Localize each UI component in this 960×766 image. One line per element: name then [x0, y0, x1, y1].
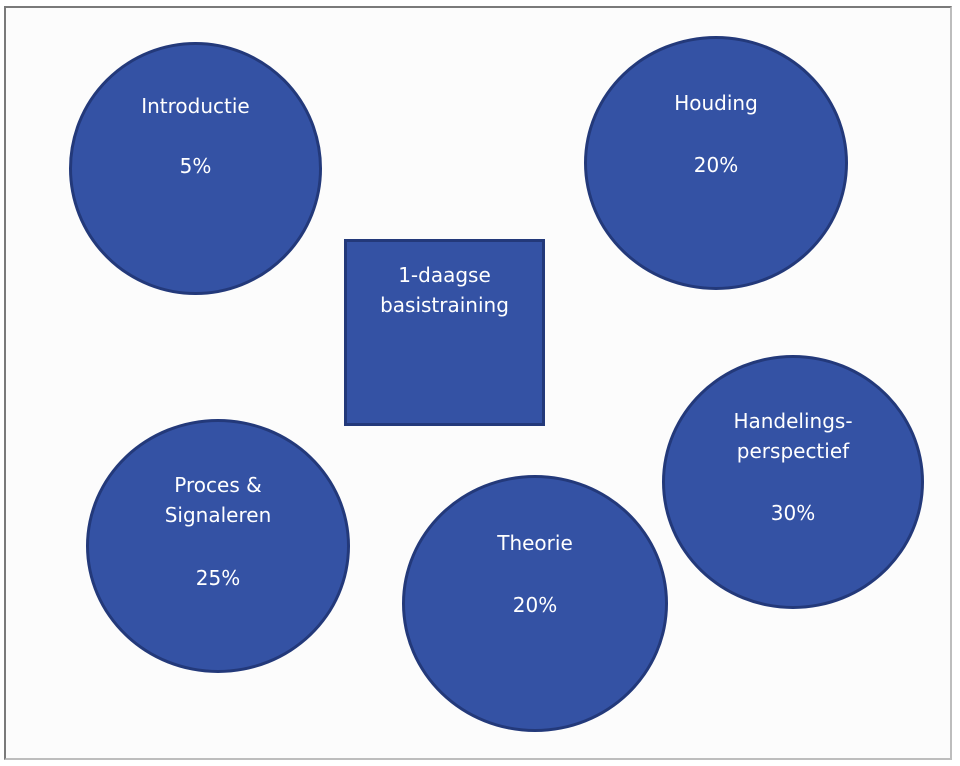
node-houding-label: Houding [674, 91, 758, 115]
node-handelingsperspectief-label: Handelings- perspectief [733, 409, 853, 463]
node-houding-value: 20% [693, 153, 739, 177]
node-proces-signaleren: Proces & Signaleren 25% [86, 419, 350, 673]
node-introductie-value: 5% [179, 154, 212, 178]
node-theorie-label: Theorie [497, 531, 573, 555]
node-introductie: Introductie 5% [69, 42, 322, 295]
node-handelingsperspectief: Handelings- perspectief 30% [662, 355, 924, 609]
node-introductie-label: Introductie [141, 94, 250, 118]
node-theorie-value: 20% [512, 593, 558, 617]
node-theorie: Theorie 20% [402, 475, 668, 732]
node-center-basistraining: 1-daagse basistraining [344, 239, 545, 426]
node-houding: Houding 20% [584, 36, 848, 290]
node-center-label: 1-daagse basistraining [380, 263, 509, 317]
node-proces-value: 25% [195, 566, 241, 590]
node-proces-label: Proces & Signaleren [164, 473, 272, 527]
node-handelingsperspectief-value: 30% [770, 501, 816, 525]
